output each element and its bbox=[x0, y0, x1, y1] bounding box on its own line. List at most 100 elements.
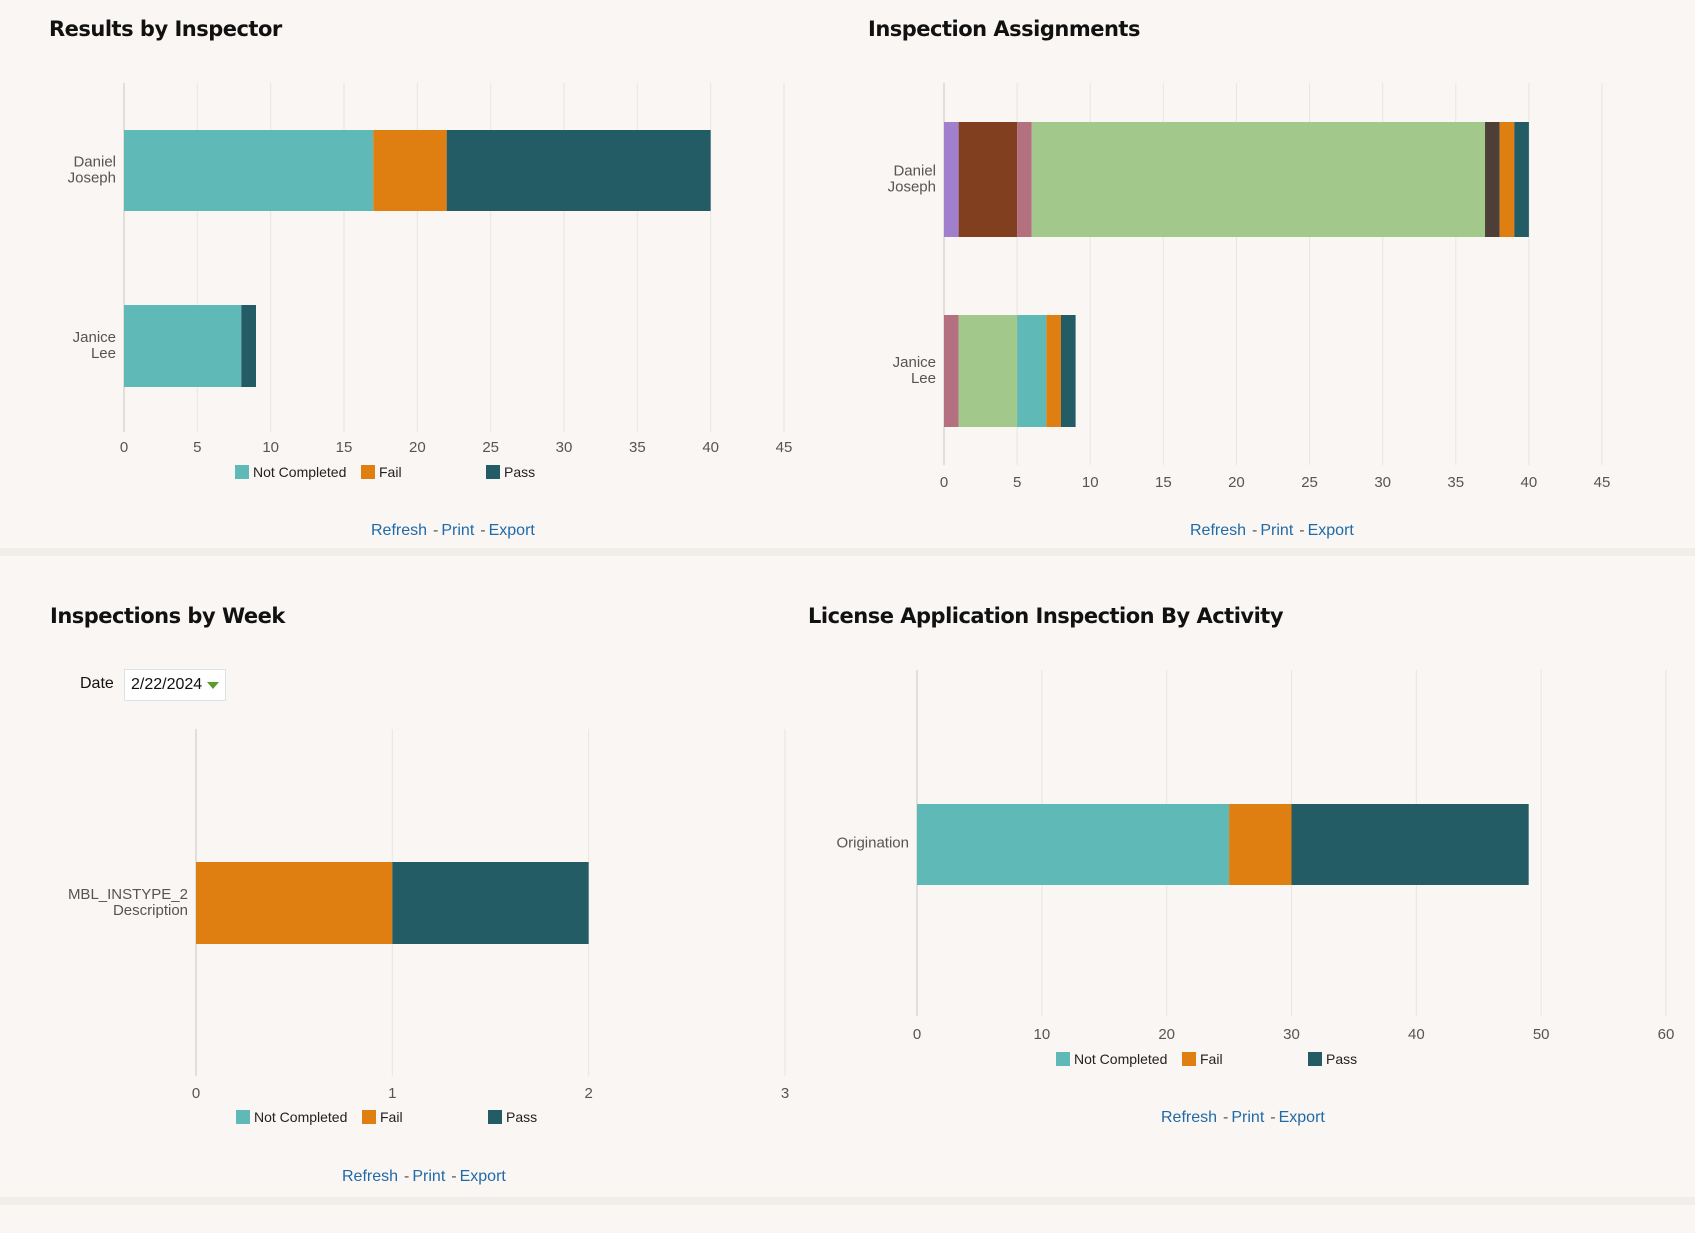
chart-title-inspections-by-week: Inspections by Week bbox=[50, 604, 285, 628]
bar-segment bbox=[1046, 315, 1061, 427]
legend-swatch bbox=[486, 465, 500, 479]
legend-swatch bbox=[488, 1110, 502, 1124]
bar-segment bbox=[958, 122, 1018, 237]
legend-label: Pass bbox=[1326, 1051, 1357, 1067]
panel-divider bbox=[0, 1197, 1695, 1205]
bar-segment bbox=[392, 862, 589, 944]
bar-segment bbox=[1499, 122, 1515, 237]
bar-segment bbox=[373, 130, 447, 211]
x-tick-label: 20 bbox=[1158, 1026, 1175, 1043]
legend-label: Pass bbox=[506, 1109, 537, 1125]
x-tick-label: 5 bbox=[1013, 474, 1021, 491]
y-category-label: MBL_INSTYPE_2 Description bbox=[68, 886, 188, 919]
chart-1: 0 5 10 15 20 25 30 35 40 45 Daniel Joseph Janice Lee bbox=[888, 83, 1611, 491]
export-link[interactable]: Export bbox=[1278, 1109, 1325, 1126]
y-category-label: Daniel Joseph bbox=[888, 163, 936, 196]
bar-segment bbox=[1060, 315, 1076, 427]
print-link[interactable]: Print bbox=[1260, 522, 1294, 539]
x-tick-label: 30 bbox=[556, 439, 573, 456]
export-link[interactable]: Export bbox=[1307, 522, 1354, 539]
x-tick-label: 0 bbox=[192, 1085, 200, 1102]
bar-segment bbox=[917, 804, 1230, 885]
legend-swatch bbox=[1056, 1052, 1070, 1066]
bar-segment bbox=[124, 130, 374, 211]
refresh-link[interactable]: Refresh bbox=[1190, 522, 1247, 539]
separator: - bbox=[433, 522, 439, 539]
x-tick-label: 1 bbox=[388, 1085, 396, 1102]
separator: - bbox=[451, 1168, 457, 1185]
separator: - bbox=[1252, 522, 1258, 539]
legend-label: Fail bbox=[1200, 1051, 1223, 1067]
bar-segment bbox=[1017, 315, 1047, 427]
x-tick-label: 10 bbox=[1082, 474, 1099, 491]
x-tick-label: 20 bbox=[1228, 474, 1245, 491]
panel-divider bbox=[0, 548, 1695, 556]
x-tick-label: 25 bbox=[1301, 474, 1318, 491]
legend-label: Fail bbox=[380, 1109, 403, 1125]
x-tick-label: 20 bbox=[409, 439, 426, 456]
separator: - bbox=[404, 1168, 410, 1185]
legend-label: Fail bbox=[379, 464, 402, 480]
export-link[interactable]: Export bbox=[459, 1168, 506, 1185]
print-link[interactable]: Print bbox=[441, 522, 475, 539]
x-tick-label: 10 bbox=[1033, 1026, 1050, 1043]
refresh-link[interactable]: Refresh bbox=[1161, 1109, 1218, 1126]
x-tick-label: 15 bbox=[336, 439, 353, 456]
export-link[interactable]: Export bbox=[488, 522, 535, 539]
bar-segment bbox=[446, 130, 711, 211]
x-tick-label: 50 bbox=[1533, 1026, 1550, 1043]
x-tick-label: 2 bbox=[584, 1085, 592, 1102]
bar-segment bbox=[958, 315, 1018, 427]
x-tick-label: 30 bbox=[1283, 1026, 1300, 1043]
x-tick-label: 25 bbox=[482, 439, 499, 456]
refresh-link[interactable]: Refresh bbox=[371, 522, 428, 539]
bar-segment bbox=[1017, 122, 1032, 237]
legend-label: Not Completed bbox=[254, 1109, 347, 1125]
bar-segment bbox=[124, 305, 242, 387]
chart-actions: Refresh - Print - Export bbox=[371, 522, 535, 540]
x-tick-label: 30 bbox=[1374, 474, 1391, 491]
chart-0: 0 5 10 15 20 25 30 35 40 45 Daniel Joseph Janice Lee N… bbox=[68, 83, 792, 480]
print-link[interactable]: Print bbox=[412, 1168, 446, 1185]
x-tick-label: 0 bbox=[940, 474, 948, 491]
legend-label: Not Completed bbox=[253, 464, 346, 480]
separator: - bbox=[1299, 522, 1305, 539]
bar-segment bbox=[1514, 122, 1529, 237]
chart-3: 0 10 20 30 40 50 60 Origination Not Completed Fai… bbox=[836, 670, 1674, 1067]
x-tick-label: 40 bbox=[1408, 1026, 1425, 1043]
x-tick-label: 0 bbox=[913, 1026, 921, 1043]
chart-actions: Refresh - Print - Export bbox=[342, 1168, 506, 1186]
legend-swatch bbox=[362, 1110, 376, 1124]
chart-actions: Refresh - Print - Export bbox=[1161, 1109, 1325, 1127]
x-tick-label: 60 bbox=[1658, 1026, 1675, 1043]
x-tick-label: 40 bbox=[702, 439, 719, 456]
chart-title-inspection-assignments: Inspection Assignments bbox=[868, 17, 1140, 41]
date-value: 2/22/2024 bbox=[131, 676, 203, 693]
bar-segment bbox=[1485, 122, 1500, 237]
chart-title-license-application: License Application Inspection By Activi… bbox=[808, 604, 1284, 628]
separator: - bbox=[480, 522, 486, 539]
separator: - bbox=[1223, 1109, 1229, 1126]
print-link[interactable]: Print bbox=[1231, 1109, 1265, 1126]
legend-swatch bbox=[1308, 1052, 1322, 1066]
bar-segment bbox=[1229, 804, 1292, 885]
legend-swatch bbox=[235, 465, 249, 479]
x-tick-label: 3 bbox=[781, 1085, 789, 1102]
caret-down-icon[interactable] bbox=[207, 682, 219, 689]
bar-segment bbox=[196, 862, 393, 944]
y-category-label: Janice Lee bbox=[73, 329, 116, 362]
bar-segment bbox=[241, 305, 256, 387]
x-tick-label: 10 bbox=[262, 439, 279, 456]
legend-label: Not Completed bbox=[1074, 1051, 1167, 1067]
refresh-link[interactable]: Refresh bbox=[342, 1168, 399, 1185]
date-select[interactable]: 2/22/2024 bbox=[124, 669, 226, 701]
y-category-label: Origination bbox=[836, 835, 909, 852]
legend-swatch bbox=[1182, 1052, 1196, 1066]
x-tick-label: 40 bbox=[1521, 474, 1538, 491]
chart-actions: Refresh - Print - Export bbox=[1190, 522, 1354, 540]
bar-segment bbox=[1031, 122, 1486, 237]
x-tick-label: 45 bbox=[1594, 474, 1611, 491]
legend-swatch bbox=[361, 465, 375, 479]
x-tick-label: 0 bbox=[120, 439, 128, 456]
